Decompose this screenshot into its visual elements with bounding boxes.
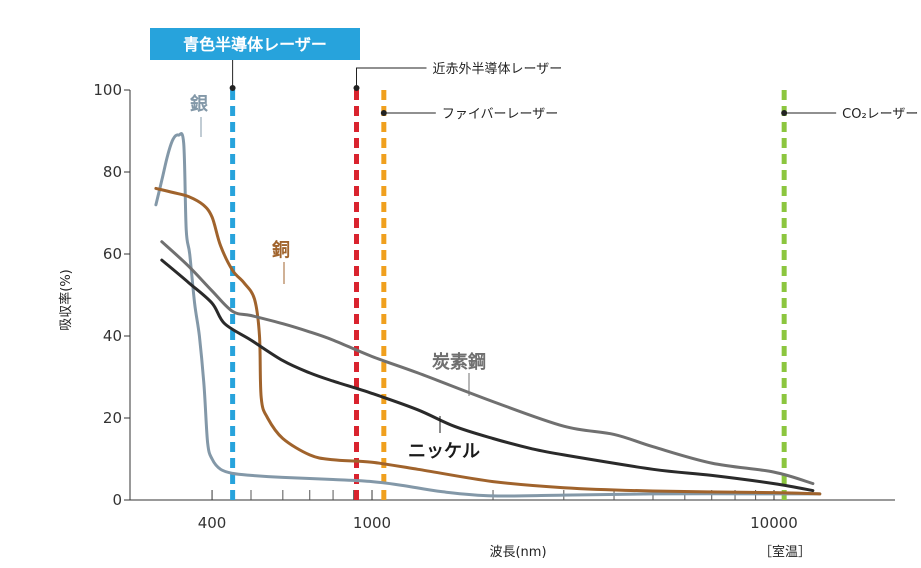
x-tick-label: 10000	[750, 514, 798, 532]
y-tick-label: 0	[112, 491, 122, 509]
laser-label-dot-0	[229, 85, 236, 91]
x-tick-label: 400	[198, 514, 227, 532]
series-line-3	[160, 258, 815, 493]
corner-note: ［室温］	[759, 544, 811, 560]
series-line-1	[154, 186, 822, 496]
y-tick-label: 20	[103, 409, 122, 427]
x-tick-label: 1000	[353, 514, 391, 532]
axes-layer: 0 20 40 60 80 100 400 1000 10000	[93, 81, 895, 532]
laser-label-leader-1	[356, 67, 427, 88]
laser-label-0: 青色半導体レーザー	[183, 35, 327, 54]
series-line-0	[154, 132, 822, 498]
laser-label-1: 近赤外半導体レーザー	[433, 62, 563, 77]
laser-label-3: CO₂レーザー	[842, 107, 918, 122]
series-label-3: ニッケル	[408, 441, 480, 462]
y-tick-label: 60	[103, 245, 122, 263]
series-line-2	[160, 240, 815, 486]
laser-label-box-0	[150, 28, 360, 60]
y-tick-label: 80	[103, 163, 122, 181]
y-tick-label: 40	[103, 327, 122, 345]
series-label-2: 炭素鋼	[432, 351, 486, 373]
x-axis-label: 波長(nm)	[489, 545, 546, 560]
laser-label-2: ファイバーレーザー	[442, 107, 558, 122]
laser-lines-layer	[230, 90, 787, 500]
y-axis-label: 吸収率(%)	[58, 269, 74, 331]
y-tick-label: 100	[93, 81, 122, 99]
series-layer	[154, 132, 822, 498]
series-label-0: 銀	[190, 93, 208, 115]
series-label-1: 銅	[272, 239, 290, 261]
